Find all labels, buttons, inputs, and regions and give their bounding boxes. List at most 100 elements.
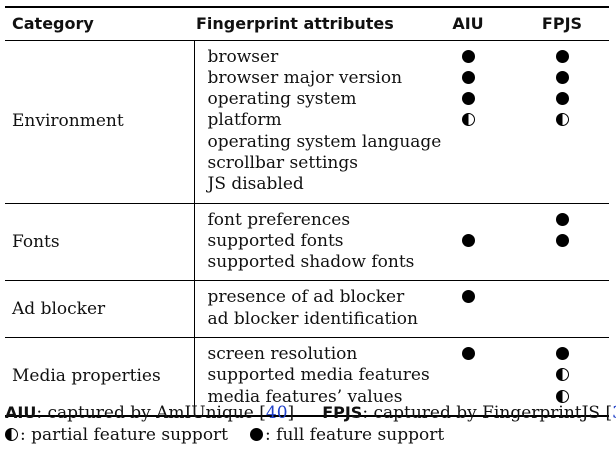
attribute-label: operating system language <box>207 131 442 152</box>
table-header-row: Category Fingerprint attributes AIU FPJS <box>5 7 609 40</box>
header-aiu: AIU <box>452 14 484 34</box>
legend-aiu-ref[interactable]: 40 <box>265 403 288 423</box>
aiu-mark-line <box>421 231 515 252</box>
full-support-icon <box>461 49 475 63</box>
fpjs-mark-line <box>515 132 609 153</box>
full-support-icon <box>461 290 475 304</box>
table-row-group: Media properties screen resolution support… <box>5 337 609 416</box>
attribute-label: media features’ values <box>207 386 403 407</box>
fpjs-mark-line <box>515 387 609 408</box>
fpjs-mark-line <box>515 309 609 330</box>
aiu-mark-line <box>421 309 515 330</box>
partial-support-icon <box>461 113 475 127</box>
category-cell: Media properties <box>5 337 195 416</box>
full-support-icon <box>461 92 475 106</box>
table-row-group: Environment browser browser major version o… <box>5 40 609 204</box>
legend-fpjs-text: : captured by FingerprintJS [ <box>362 403 613 423</box>
fpjs-cell <box>515 281 609 338</box>
fpjs-mark-line <box>515 47 609 68</box>
category-cell: Ad blocker <box>5 280 195 338</box>
fpjs-mark-line <box>515 210 609 231</box>
full-support-icon <box>461 70 475 84</box>
category-cell: Fonts <box>5 203 195 281</box>
attribute-label: platform <box>207 110 282 131</box>
attributes-cell: presence of ad blocker ad blocker identif… <box>194 281 421 338</box>
fpjs-cell <box>515 203 609 281</box>
full-support-icon <box>555 70 569 84</box>
attribute-label: browser <box>207 46 279 67</box>
header-category: Category <box>12 14 94 34</box>
aiu-mark-line <box>421 89 515 110</box>
aiu-mark-line <box>421 174 515 195</box>
fpjs-mark-line <box>515 89 609 110</box>
full-support-icon <box>555 347 569 361</box>
aiu-mark-line <box>421 210 515 231</box>
partial-support-icon <box>555 113 569 127</box>
attribute-label: presence of ad blocker <box>207 287 405 308</box>
fpjs-mark-line <box>515 231 609 252</box>
attributes-cell: screen resolution supported media feature… <box>194 338 430 416</box>
category-cell: Environment <box>5 40 195 204</box>
fpjs-mark-line <box>515 287 609 308</box>
full-support-icon <box>250 428 264 441</box>
aiu-mark-line <box>421 47 515 68</box>
full-support-icon <box>461 347 475 361</box>
fpjs-cell <box>515 40 609 203</box>
fpjs-mark-line <box>515 153 609 174</box>
aiu-mark-line <box>421 68 515 89</box>
legend-row-symbols: : partial feature support : full feature … <box>5 424 609 446</box>
attribute-label: supported fonts <box>207 230 344 251</box>
legend-row-sources: AIU: captured by AmIUnique [40] FPJS: cap… <box>5 402 616 424</box>
legend-fpjs-abbr: FPJS <box>322 403 363 422</box>
fingerprint-attributes-table: Category Fingerprint attributes AIU FPJS… <box>5 6 609 417</box>
aiu-cell <box>421 40 515 203</box>
table-row-group: Ad blocker presence of ad blocker ad block… <box>5 280 609 338</box>
full-support-icon <box>461 233 475 247</box>
attribute-label: JS disabled <box>207 174 304 195</box>
legend-fpjs-ref[interactable]: 37 <box>612 403 616 423</box>
fpjs-cell <box>515 338 609 416</box>
legend-aiu-close: ] <box>287 403 295 423</box>
partial-support-icon <box>555 389 569 403</box>
attribute-label: supported shadow fonts <box>207 252 415 273</box>
legend-full-text: : full feature support <box>265 425 445 445</box>
header-attributes: Fingerprint attributes <box>196 14 394 34</box>
attribute-label: browser major version <box>207 67 403 88</box>
attribute-label: ad blocker identification <box>207 308 418 329</box>
attributes-cell: browser browser major version operating sy… <box>194 40 442 203</box>
header-fpjs: FPJS <box>541 14 583 34</box>
table-legend: AIU: captured by AmIUnique [40] FPJS: cap… <box>5 402 616 446</box>
legend-partial-text: : partial feature support <box>20 425 229 445</box>
aiu-mark-line <box>421 287 515 308</box>
partial-support-icon <box>555 368 569 382</box>
full-support-icon <box>555 233 569 247</box>
full-support-icon <box>555 92 569 106</box>
fpjs-mark-line <box>515 252 609 273</box>
fpjs-mark-line <box>515 110 609 131</box>
attributes-cell: font preferences supported fonts supported… <box>194 203 421 281</box>
attribute-label: screen resolution <box>207 344 358 365</box>
fpjs-mark-line <box>515 365 609 386</box>
legend-aiu-abbr: AIU <box>5 403 37 422</box>
fpjs-mark-line <box>515 174 609 195</box>
table-row-group: Fonts font preferences supported fonts supp… <box>5 203 609 281</box>
fpjs-mark-line <box>515 68 609 89</box>
attribute-label: operating system <box>207 89 357 110</box>
legend-aiu-text: : captured by AmIUnique [ <box>36 403 266 423</box>
attribute-label: scrollbar settings <box>207 152 358 173</box>
aiu-cell <box>421 203 515 281</box>
aiu-mark-line <box>421 344 515 365</box>
aiu-mark-line <box>421 365 515 386</box>
aiu-cell <box>421 281 515 338</box>
aiu-mark-line <box>421 252 515 273</box>
aiu-mark-line <box>421 153 515 174</box>
full-support-icon <box>555 212 569 226</box>
aiu-cell <box>421 338 515 416</box>
attribute-label: font preferences <box>207 209 351 230</box>
full-support-icon <box>555 49 569 63</box>
partial-support-icon <box>5 428 18 441</box>
aiu-mark-line <box>421 110 515 131</box>
fpjs-mark-line <box>515 344 609 365</box>
attribute-label: supported media features <box>207 365 430 386</box>
